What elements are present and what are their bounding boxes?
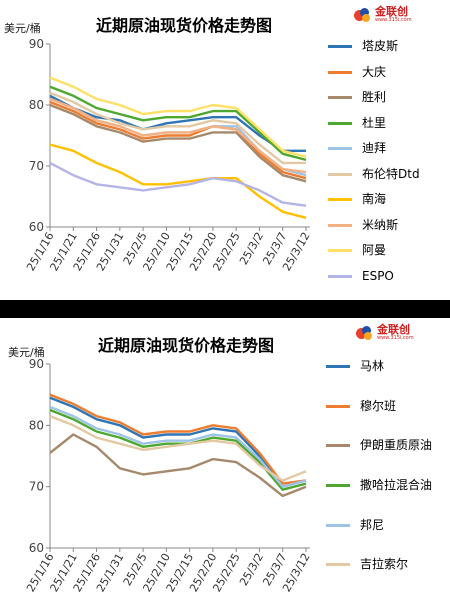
legend-item: 大庆 [328,64,446,81]
legend-swatch [328,121,352,125]
legend-swatch [326,563,350,567]
logo-url: www.315i.com [375,17,412,23]
logo-url: www.315i.com [377,335,414,341]
legend-label: 穆尔班 [360,398,397,413]
line-series-9 [49,161,307,207]
legend-swatch [328,223,352,227]
y-tick-label: 60 [29,220,44,234]
legend-item: 胜利 [328,89,446,106]
legend-label: 迪拜 [362,141,387,155]
legend-item: 塔皮斯 [328,38,446,55]
chart-legend: 塔皮斯大庆胜利杜里迪拜布伦特Dtd 南海米纳斯阿曼 ESPO [328,38,448,293]
legend-swatch [328,45,352,48]
legend-swatch [328,172,352,176]
line-series-2 [49,103,307,183]
legend-swatch [326,444,350,448]
legend-item: 撒哈拉混合油 [326,477,434,494]
legend-label: 邦尼 [360,517,385,532]
legend-label: ESPO [362,268,394,283]
line-series-3 [49,408,307,491]
logo-mark-icon [354,7,372,22]
legend-item: 伊朗重质原油 [326,437,434,454]
logo: 金联创 www.315i.com [354,6,412,23]
legend-swatch [326,365,350,368]
logo-text: 金联创 [375,5,408,18]
legend-label: 胜利 [362,90,387,104]
line-series-7 [49,97,307,174]
legend-swatch [328,249,352,252]
legend-swatch [328,147,352,150]
legend-item: 布伦特Dtd [328,166,446,183]
logo: 金联创 www.315i.com [356,324,414,341]
legend-swatch [328,198,352,201]
legend-label: 阿曼 [362,243,387,257]
y-axis-unit: 美元/桶 [8,346,45,359]
legend-swatch [326,484,350,487]
line-series-5 [49,414,307,482]
legend-label: 布伦特Dtd [362,166,420,181]
legend-swatch [326,404,350,408]
y-tick-label: 90 [29,37,44,51]
legend-item: 杜里 [328,115,446,132]
legend-label: 伊朗重质原油 [360,438,433,453]
logo-mark-icon [356,325,374,340]
legend-swatch [328,96,352,99]
line-series-1 [49,100,307,180]
legend-swatch [328,274,352,278]
legend-label: 吉拉索尔 [360,557,409,572]
y-tick-label: 80 [29,418,44,432]
y-tick-label: 80 [29,98,44,112]
legend-label: 塔皮斯 [362,39,399,53]
legend-label: 马林 [360,359,385,373]
legend-label: 南海 [362,192,387,206]
legend-item: ESPO [328,268,446,285]
legend-label: 杜里 [362,115,387,130]
legend-label: 撒哈拉混合油 [360,478,433,492]
line-series-5 [49,91,306,165]
legend-item: 南海 [328,191,446,208]
legend-label: 大庆 [362,64,387,79]
line-series-0 [49,94,306,153]
legend-item: 阿曼 [328,242,446,259]
y-tick-label: 70 [29,480,44,494]
y-axis-unit: 美元/桶 [4,22,41,35]
chart-title: 近期原油现货价格走势图 [96,16,273,35]
y-tick-label: 60 [29,541,44,555]
line-series-2 [49,433,307,498]
chart-legend: 马林穆尔班伊朗重质原油 撒哈拉混合油 邦尼吉拉索尔 [326,358,448,596]
legend-item: 穆尔班 [326,398,434,415]
legend-item: 迪拜 [328,140,446,157]
y-tick-label: 90 [29,357,44,371]
legend-swatch [326,523,350,527]
legend-swatch [328,70,352,74]
legend-item: 马林 [326,358,434,375]
line-series-6 [49,143,307,219]
chart-title: 近期原油现货价格走势图 [98,336,275,355]
chart-plot: 6070809025/1/1625/1/2125/1/2625/1/3125/2… [24,37,312,273]
logo-text: 金联创 [377,323,410,336]
line-series-0 [49,396,307,488]
legend-item: 吉拉索尔 [326,556,434,573]
legend-item: 邦尼 [326,517,434,534]
chart-panel-bottom: 美元/桶 近期原油现货价格走势图 金联创 www.315i.com 60 70 80… [0,318,450,600]
line-series-4 [49,405,307,488]
line-series-1 [49,393,307,485]
chart-plot: 6070809025/1/1625/1/2125/1/2625/1/3125/2… [24,357,312,594]
line-series-8 [49,76,307,158]
legend-item: 米纳斯 [328,217,446,234]
legend-label: 米纳斯 [362,217,399,232]
chart-panel-top: 美元/桶 近期原油现货价格走势图 金联创 www.315i.com 60 70 80… [0,0,450,300]
line-series-3 [49,85,307,162]
y-tick-label: 70 [29,159,44,173]
